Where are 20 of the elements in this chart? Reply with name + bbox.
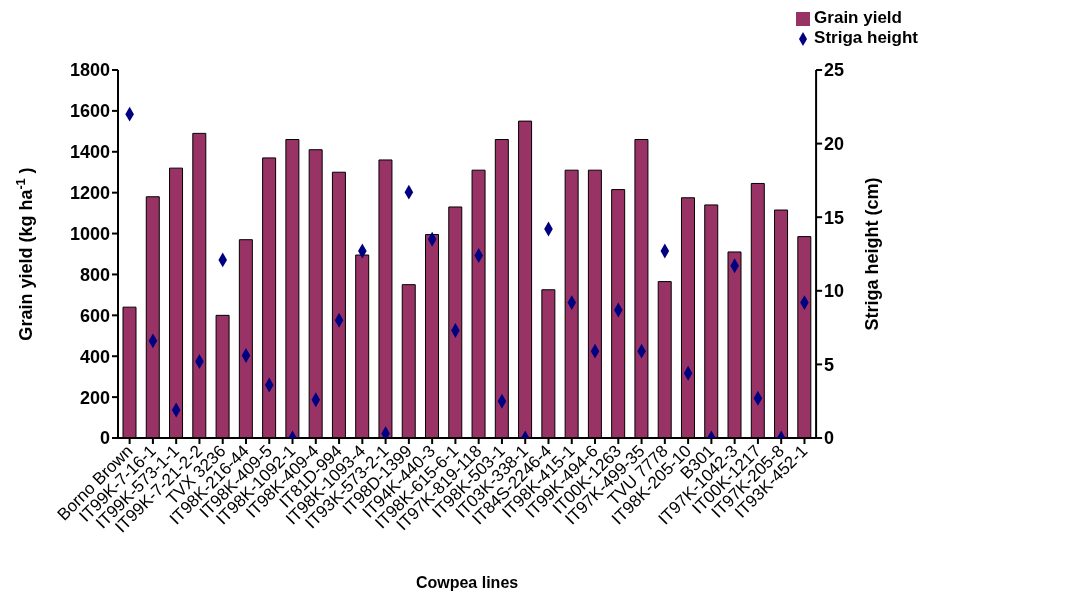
legend-label: Striga height — [814, 28, 918, 47]
y2-tick-label: 5 — [824, 354, 835, 375]
y-tick-label: 800 — [79, 264, 110, 285]
y2-tick-label: 25 — [824, 60, 845, 81]
y-tick-label: 1000 — [69, 223, 110, 244]
y2-tick-label: 0 — [824, 428, 835, 449]
y-tick-label: 1600 — [69, 101, 110, 122]
y2-tick-label: 20 — [824, 133, 845, 154]
y-tick-label: 400 — [79, 346, 110, 367]
y-tick-label: 1800 — [69, 60, 110, 81]
x-axis-title: Cowpea lines — [415, 574, 519, 591]
y-tick-label: 1200 — [69, 183, 110, 204]
y-tick-label: 600 — [79, 305, 110, 326]
y2-tick-label: 10 — [824, 281, 845, 302]
y2-tick-label: 15 — [824, 207, 845, 228]
y-tick-label: 0 — [99, 428, 110, 449]
y2-axis-title: Striga height (cm) — [862, 177, 883, 331]
y-tick-label: 1400 — [69, 142, 110, 163]
legend-label: Grain yield — [814, 8, 902, 27]
y-tick-label: 200 — [79, 387, 110, 408]
